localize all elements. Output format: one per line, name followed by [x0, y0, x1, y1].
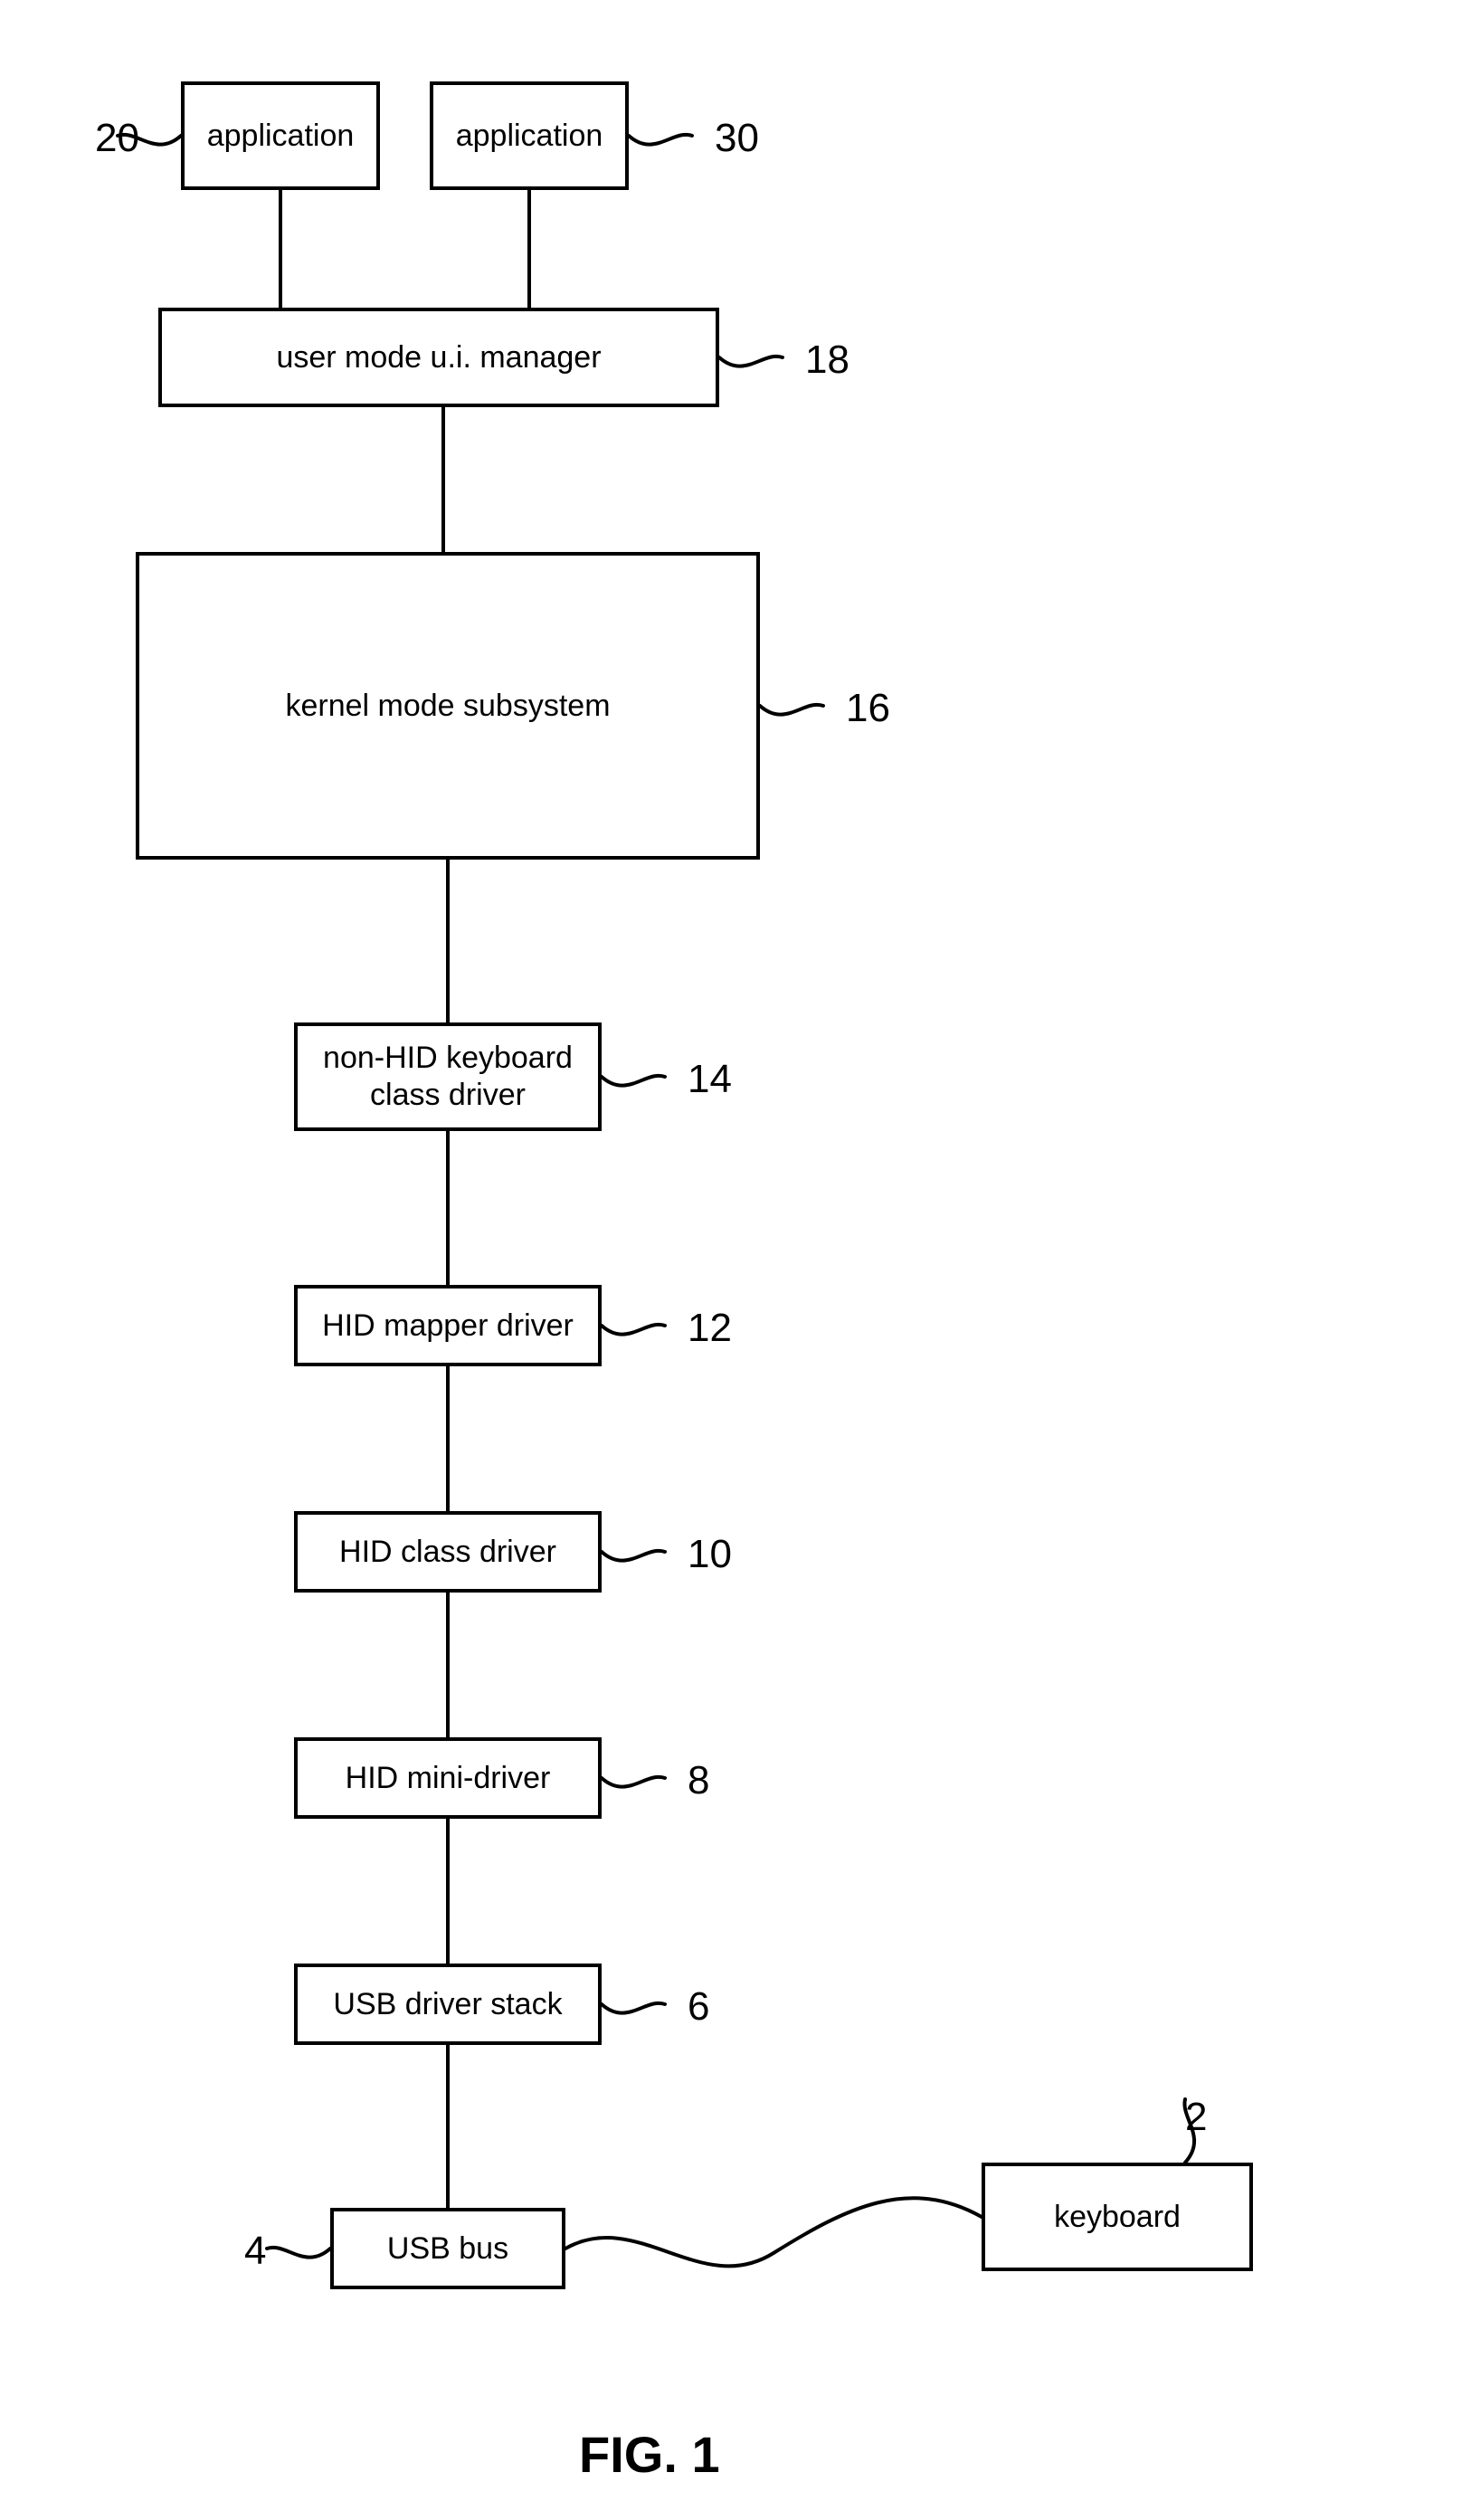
- node-mapper: HID mapper driver: [294, 1285, 602, 1366]
- node-label: user mode u.i. manager: [276, 339, 601, 376]
- figure-stage: FIG. 1 application 20 application 30 user mo…: [0, 0, 1471, 2520]
- node-label: HID mini-driver: [346, 1760, 551, 1797]
- node-kbd: keyboard: [982, 2163, 1253, 2271]
- node-label: HID class driver: [339, 1534, 556, 1571]
- node-app1: application: [181, 81, 380, 190]
- ref-uimgr: 18: [805, 338, 849, 383]
- ref-nonhid: 14: [688, 1057, 732, 1102]
- ref-mapper: 12: [688, 1306, 732, 1351]
- node-uimgr: user mode u.i. manager: [158, 308, 719, 407]
- node-label: USB driver stack: [333, 1986, 562, 2023]
- node-label: keyboard: [1054, 2199, 1181, 2236]
- node-app2: application: [430, 81, 629, 190]
- node-label: HID mapper driver: [322, 1308, 574, 1345]
- node-mini: HID mini-driver: [294, 1737, 602, 1819]
- node-hidcls: HID class driver: [294, 1511, 602, 1593]
- ref-kernel: 16: [846, 686, 890, 731]
- node-label: non-HID keyboard class driver: [323, 1040, 573, 1114]
- node-nonhid: non-HID keyboard class driver: [294, 1022, 602, 1131]
- ref-usbstk: 6: [688, 1984, 709, 2030]
- ref-mini: 8: [688, 1758, 709, 1803]
- node-usbbus: USB bus: [330, 2208, 565, 2289]
- ref-app2: 30: [715, 116, 759, 161]
- ref-usbbus: 4: [244, 2229, 266, 2274]
- ref-kbd: 2: [1185, 2095, 1207, 2140]
- ref-hidcls: 10: [688, 1532, 732, 1577]
- node-kernel: kernel mode subsystem: [136, 552, 760, 860]
- node-label: USB bus: [387, 2230, 508, 2268]
- node-label: application: [207, 118, 355, 155]
- ref-app1: 20: [95, 116, 139, 161]
- node-usbstk: USB driver stack: [294, 1964, 602, 2045]
- node-label: application: [456, 118, 603, 155]
- node-label: kernel mode subsystem: [285, 688, 610, 725]
- figure-label: FIG. 1: [579, 2425, 720, 2484]
